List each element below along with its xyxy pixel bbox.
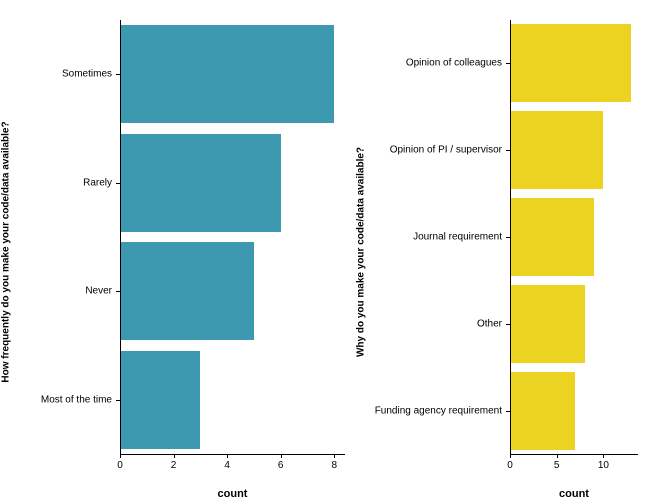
- left-x-axis-line: [120, 454, 345, 455]
- x-tick-label: 8: [332, 460, 338, 471]
- y-tick: [116, 183, 120, 184]
- x-tick: [603, 454, 604, 458]
- right-x-axis-line: [510, 454, 638, 455]
- x-tick-label: 2: [171, 460, 177, 471]
- x-tick-label: 4: [224, 460, 230, 471]
- left-x-axis-title: count: [120, 488, 345, 500]
- x-tick: [557, 454, 558, 458]
- y-tick-label: Other: [355, 318, 502, 329]
- y-tick-label: Never: [0, 286, 112, 297]
- right-y-axis-line: [510, 20, 511, 454]
- y-tick: [116, 74, 120, 75]
- y-tick-label: Opinion of colleagues: [355, 58, 502, 69]
- bar: [510, 372, 575, 450]
- y-tick: [506, 237, 510, 238]
- y-tick: [116, 291, 120, 292]
- figure: How frequently do you make your code/dat…: [0, 0, 648, 504]
- bar: [120, 134, 281, 232]
- y-tick-label: Journal requirement: [355, 232, 502, 243]
- y-tick-label: Sometimes: [0, 69, 112, 80]
- left-y-axis-title: How frequently do you make your code/dat…: [1, 121, 12, 382]
- y-tick-label: Most of the time: [0, 394, 112, 405]
- y-tick-label: Opinion of PI / supervisor: [355, 145, 502, 156]
- right-panel: Why do you make your code/data available…: [355, 0, 648, 504]
- right-x-axis-title: count: [510, 488, 638, 500]
- left-plot-area: [120, 20, 345, 454]
- x-tick-label: 10: [598, 460, 609, 471]
- x-tick-label: 0: [507, 460, 513, 471]
- bar: [510, 285, 585, 363]
- left-y-axis-line: [120, 20, 121, 454]
- left-panel: How frequently do you make your code/dat…: [0, 0, 355, 504]
- y-tick: [506, 63, 510, 64]
- y-tick-label: Funding agency requirement: [355, 405, 502, 416]
- y-tick: [506, 411, 510, 412]
- x-tick-label: 6: [278, 460, 284, 471]
- bar: [120, 242, 254, 340]
- x-tick: [120, 454, 121, 458]
- x-tick: [510, 454, 511, 458]
- y-tick: [116, 400, 120, 401]
- y-tick: [506, 150, 510, 151]
- x-tick: [334, 454, 335, 458]
- x-tick-label: 5: [554, 460, 560, 471]
- bar: [120, 25, 334, 123]
- y-tick: [506, 324, 510, 325]
- x-tick-label: 0: [117, 460, 123, 471]
- y-tick-label: Rarely: [0, 177, 112, 188]
- x-tick: [281, 454, 282, 458]
- x-tick: [227, 454, 228, 458]
- bar: [510, 111, 603, 189]
- bar: [510, 198, 594, 276]
- bar: [510, 24, 631, 102]
- right-plot-area: [510, 20, 638, 454]
- x-tick: [174, 454, 175, 458]
- bar: [120, 351, 200, 449]
